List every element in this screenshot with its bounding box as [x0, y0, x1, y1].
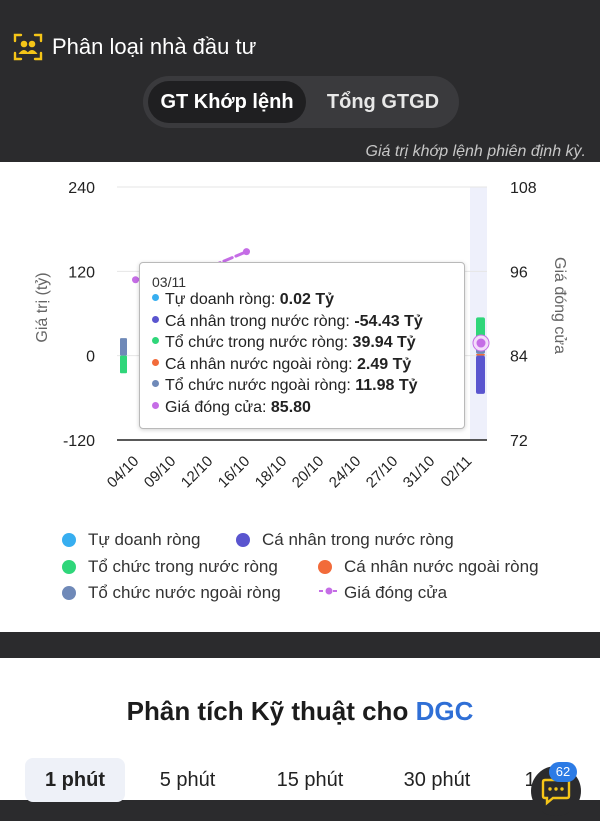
tooltip-row: Tự doanh ròng: 0.02 Tỷ	[152, 291, 334, 309]
bar	[120, 355, 127, 374]
bar	[120, 338, 127, 356]
legend-line-marker	[319, 587, 339, 595]
bar	[476, 355, 485, 394]
analysis-title-prefix: Phân tích Kỹ thuật cho	[126, 696, 409, 726]
close-price-point	[476, 338, 486, 348]
x-tick-label: 20/10	[289, 453, 328, 492]
section-title: Phân loại nhà đầu tư	[52, 34, 257, 59]
bar	[476, 353, 485, 356]
tab-group: GT Khớp lệnh Tổng GTGD	[143, 76, 459, 128]
y-tick-left: 0	[86, 349, 95, 366]
x-tick-label: 31/10	[400, 453, 439, 492]
tooltip-dot	[152, 294, 159, 302]
x-tick-label: 18/10	[252, 453, 291, 492]
chart-panel: 240 120 0 -120 108 96 84 72 Giá trị (tỷ) Giá đóng…	[0, 162, 600, 632]
tab-matched-value[interactable]: GT Khớp lệnh	[148, 81, 306, 123]
y-tick-left: 120	[68, 264, 95, 281]
x-tick-label: 04/10	[104, 453, 143, 492]
legend-dot-marker	[62, 586, 76, 600]
y-tick-right: 72	[510, 433, 528, 450]
x-tick-label: 16/10	[215, 453, 254, 492]
investor-flow-chart[interactable]: 240 120 0 -120 108 96 84 72 Giá trị (tỷ) Giá đóng…	[0, 162, 600, 632]
tooltip-label: Tự doanh ròng:	[165, 291, 280, 308]
tooltip-value: -54.43 Tỷ	[354, 312, 423, 330]
legend-dot-marker	[236, 533, 250, 547]
chat-badge: 62	[549, 762, 577, 782]
tooltip-label: Giá đóng cửa:	[165, 398, 271, 416]
tooltip-value: 39.94 Tỷ	[352, 334, 416, 351]
tooltip-value: 2.49 Tỷ	[357, 355, 412, 373]
y-tick-left: 240	[68, 180, 95, 197]
legend-label: Tự doanh ròng	[88, 530, 201, 549]
chart-note: Giá trị khớp lệnh phiên định kỳ.	[365, 143, 586, 160]
legend-dot-marker	[62, 560, 76, 574]
legend-label: Cá nhân trong nước ròng	[262, 530, 454, 549]
tooltip-label: Cá nhân trong nước ròng:	[165, 312, 355, 330]
y-axis-title-left: Giá trị (tỷ)	[34, 272, 51, 342]
tooltip-label: Cá nhân nước ngoài ròng:	[165, 355, 357, 373]
tooltip-dot	[152, 380, 159, 388]
section-divider	[0, 632, 600, 658]
tooltip-label: Tổ chức trong nước ròng:	[165, 334, 353, 351]
timeframe-1h[interactable]: 1	[524, 769, 536, 791]
tooltip-value: 85.80	[270, 398, 311, 416]
legend-dot-marker	[62, 533, 76, 547]
timeframe-15m[interactable]: 15 phút	[276, 769, 344, 791]
timeframe-5m[interactable]: 5 phút	[159, 769, 216, 791]
tooltip-dot	[152, 358, 159, 366]
legend-label: Tổ chức trong nước ròng	[88, 557, 278, 576]
x-tick-label: 12/10	[178, 453, 217, 492]
investors-icon	[13, 33, 43, 61]
legend-label: Tổ chức nước ngoài ròng	[88, 583, 281, 602]
analysis-title: Phân tích Kỹ thuật cho DGC	[0, 696, 600, 727]
header-bar: Phân loại nhà đầu tư GT Khớp lệnh Tổng G…	[0, 0, 600, 162]
y-axis-title-right: Giá đóng cửa	[551, 257, 568, 354]
close-price-point	[243, 248, 250, 256]
tooltip-row: Cá nhân nước ngoài ròng: 2.49 Tỷ	[152, 356, 411, 374]
x-tick-label: 09/10	[141, 453, 180, 492]
y-tick-right: 96	[510, 264, 528, 281]
tooltip-row: Giá đóng cửa: 85.80	[152, 399, 311, 417]
y-tick-right: 108	[510, 180, 537, 197]
technical-analysis-section: Phân tích Kỹ thuật cho DGC 1 phút 5 phút…	[0, 658, 600, 802]
timeframe-1m[interactable]: 1 phút	[25, 758, 125, 802]
close-price-point	[132, 276, 139, 284]
tooltip-value: 0.02 Tỷ	[279, 291, 335, 308]
x-tick-label: 27/10	[363, 453, 402, 492]
tab-total-value[interactable]: Tổng GTGD	[326, 91, 440, 113]
x-tick-label: 24/10	[326, 453, 365, 492]
tooltip-dot	[152, 315, 159, 323]
legend-label: Cá nhân nước ngoài ròng	[344, 557, 539, 576]
tooltip-row: Tổ chức trong nước ròng: 39.94 Tỷ	[152, 334, 416, 352]
tooltip-row: Tổ chức nước ngoài ròng: 11.98 Tỷ	[152, 377, 418, 395]
legend-dot-marker	[318, 560, 332, 574]
legend-label: Giá đóng cửa	[344, 583, 448, 602]
y-tick-left: -120	[63, 433, 95, 450]
timeframe-30m[interactable]: 30 phút	[403, 769, 471, 791]
tooltip-date: 03/11	[152, 274, 186, 290]
hover-band	[470, 187, 487, 440]
x-tick-label: 02/11	[438, 453, 476, 491]
tooltip-label: Tổ chức nước ngoài ròng:	[165, 377, 356, 394]
ticker-link[interactable]: DGC	[415, 696, 474, 726]
tooltip-dot	[152, 401, 159, 409]
tooltip-dot	[152, 337, 159, 345]
chart-tooltip: 03/11 Tự doanh ròng: 0.02 Tỷ Cá nhân tron…	[139, 262, 465, 429]
y-tick-right: 84	[510, 349, 528, 366]
tooltip-value: 11.98 Tỷ	[355, 377, 418, 394]
tooltip-row: Cá nhân trong nước ròng: -54.43 Tỷ	[152, 313, 423, 331]
